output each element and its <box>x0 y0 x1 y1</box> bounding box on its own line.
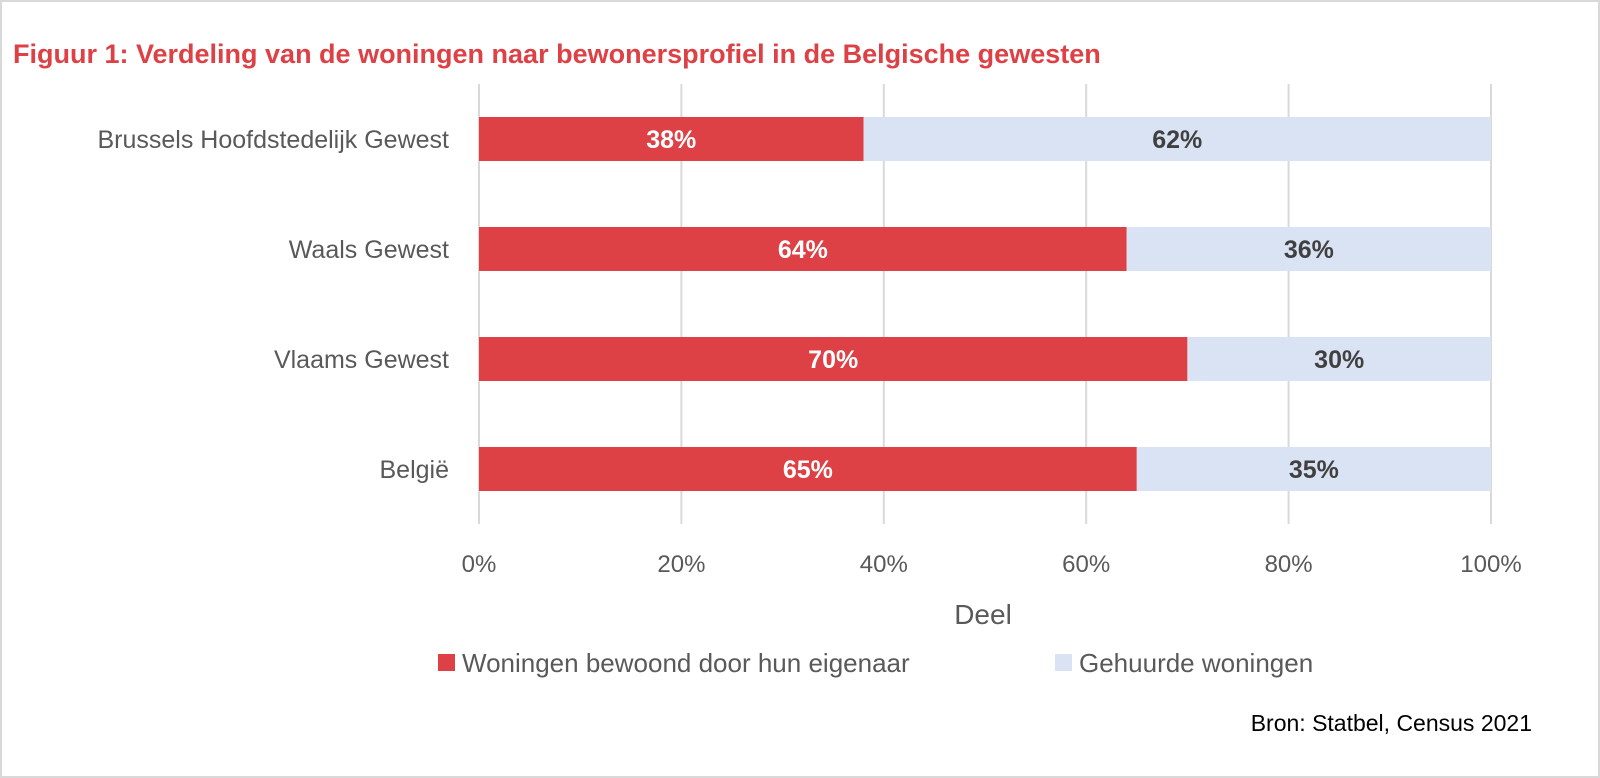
data-label: 36% <box>1284 236 1334 264</box>
data-label: 38% <box>646 126 696 154</box>
chart-title: Figuur 1: Verdeling van de woningen naar… <box>13 39 1101 69</box>
x-tick-label: 60% <box>1062 551 1110 578</box>
legend: Woningen bewoond door hun eigenaar Gehuu… <box>438 648 1313 678</box>
data-label: 62% <box>1152 126 1202 154</box>
legend-swatch-owner <box>438 654 455 671</box>
bar-owner-occupied <box>479 227 1127 271</box>
data-label: 64% <box>778 236 828 264</box>
data-label: 35% <box>1289 456 1339 484</box>
bar-rented <box>1187 337 1491 381</box>
x-tick-label: 80% <box>1265 551 1313 578</box>
category-label: Brussels Hoofdstedelijk Gewest <box>97 126 449 154</box>
bar-rented <box>863 117 1491 161</box>
bar-owner-occupied <box>479 117 864 161</box>
category-label: Waals Gewest <box>289 236 449 264</box>
x-tick-label: 100% <box>1460 551 1521 578</box>
bar-rented <box>1126 227 1491 271</box>
category-label: Vlaams Gewest <box>274 346 449 374</box>
x-axis-label: Deel <box>954 599 1012 630</box>
x-tick-labels: 0% 20% 40% 60% 80% 100% <box>462 551 1522 578</box>
data-label: 30% <box>1314 346 1364 374</box>
data-label: 65% <box>783 456 833 484</box>
x-tick-label: 0% <box>462 551 497 578</box>
data-label: 70% <box>808 346 858 374</box>
bar-owner-occupied <box>479 447 1137 491</box>
bar-owner-occupied <box>479 337 1188 381</box>
bar-rented <box>1136 447 1491 491</box>
category-label: België <box>380 456 450 484</box>
legend-label-rented: Gehuurde woningen <box>1079 648 1313 678</box>
bars: 38% 62% 64% 36% 70% 30% 65% 35% <box>479 117 1491 491</box>
x-tick-label: 20% <box>657 551 705 578</box>
category-labels: Brussels Hoofdstedelijk Gewest Waals Gewe… <box>97 126 449 484</box>
legend-swatch-rented <box>1055 654 1072 671</box>
legend-label-owner: Woningen bewoond door hun eigenaar <box>462 648 910 678</box>
x-tick-label: 40% <box>860 551 908 578</box>
source-note: Bron: Statbel, Census 2021 <box>1251 710 1532 736</box>
